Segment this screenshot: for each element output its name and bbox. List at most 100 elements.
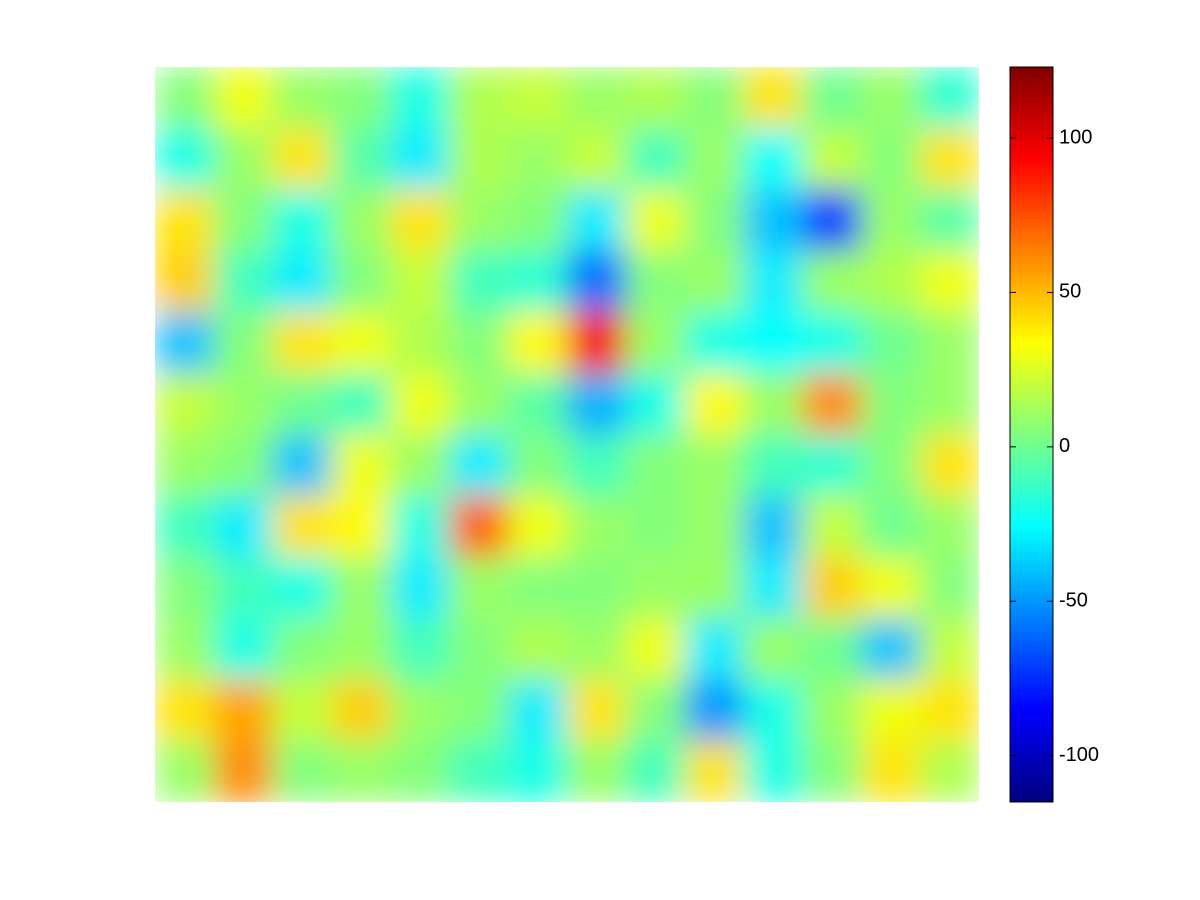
cell	[802, 679, 862, 742]
cell	[213, 312, 274, 374]
cell	[802, 434, 862, 497]
cell	[743, 189, 803, 252]
cell	[920, 679, 979, 742]
cell	[331, 618, 391, 680]
field	[155, 67, 979, 802]
cell	[213, 128, 274, 190]
cell	[567, 373, 627, 435]
cell	[684, 557, 745, 619]
cell	[390, 618, 450, 680]
cell	[272, 618, 333, 680]
cell	[449, 373, 509, 435]
cell	[331, 557, 391, 619]
cell	[272, 250, 333, 313]
cell	[861, 679, 921, 742]
cell	[802, 740, 862, 802]
cell	[390, 495, 450, 558]
cell	[508, 495, 568, 558]
cell	[743, 679, 803, 742]
cell	[802, 128, 862, 190]
cell	[625, 312, 686, 374]
cell	[802, 495, 862, 558]
cell	[625, 495, 686, 558]
cell	[567, 740, 627, 802]
cell	[449, 740, 509, 802]
cell	[390, 740, 450, 802]
cell	[213, 434, 274, 497]
cell	[567, 434, 627, 497]
cell	[743, 128, 803, 190]
cell	[508, 128, 568, 190]
cell	[802, 67, 862, 129]
cell	[272, 434, 333, 497]
colorbar-tick-label: 50	[1059, 281, 1081, 303]
cell	[155, 740, 215, 802]
cell	[331, 679, 391, 742]
cell	[743, 557, 803, 619]
cell	[920, 128, 979, 190]
cell	[449, 189, 509, 252]
cell	[449, 67, 509, 129]
cell	[567, 128, 627, 190]
cell	[390, 679, 450, 742]
cell	[449, 618, 509, 680]
cell	[684, 250, 745, 313]
cell	[567, 557, 627, 619]
cell	[390, 250, 450, 313]
cell	[155, 679, 215, 742]
cell	[155, 312, 215, 374]
cell	[155, 67, 215, 129]
cell	[567, 67, 627, 129]
cell	[449, 128, 509, 190]
cell	[861, 250, 921, 313]
cell	[390, 312, 450, 374]
cell	[743, 618, 803, 680]
cell	[802, 250, 862, 313]
cell	[331, 67, 391, 129]
cell	[920, 434, 979, 497]
cell	[155, 618, 215, 680]
cell	[155, 557, 215, 619]
cell	[331, 250, 391, 313]
cell	[155, 128, 215, 190]
cell	[508, 312, 568, 374]
cell	[625, 189, 686, 252]
cell	[861, 67, 921, 129]
cell	[567, 679, 627, 742]
cell	[861, 312, 921, 374]
cell	[920, 250, 979, 313]
cell	[213, 250, 274, 313]
cell	[213, 557, 274, 619]
colorbar-tick-label: -50	[1059, 590, 1088, 612]
cell	[861, 495, 921, 558]
cell	[567, 495, 627, 558]
cell	[861, 128, 921, 190]
cell	[625, 679, 686, 742]
cell	[449, 250, 509, 313]
cell	[449, 557, 509, 619]
cell	[213, 373, 274, 435]
cell	[802, 189, 862, 252]
cell	[920, 189, 979, 252]
cell	[802, 373, 862, 435]
cell	[684, 67, 745, 129]
cell	[625, 434, 686, 497]
cell	[625, 557, 686, 619]
cell	[508, 679, 568, 742]
cell	[390, 67, 450, 129]
cell	[684, 189, 745, 252]
cell	[449, 312, 509, 374]
cell	[272, 495, 333, 558]
cell	[861, 189, 921, 252]
cell	[567, 250, 627, 313]
cell	[331, 740, 391, 802]
cell	[625, 740, 686, 802]
cell	[567, 189, 627, 252]
cell	[390, 128, 450, 190]
cell	[155, 250, 215, 313]
cell	[272, 312, 333, 374]
cell	[390, 434, 450, 497]
cell	[625, 128, 686, 190]
cell	[625, 618, 686, 680]
